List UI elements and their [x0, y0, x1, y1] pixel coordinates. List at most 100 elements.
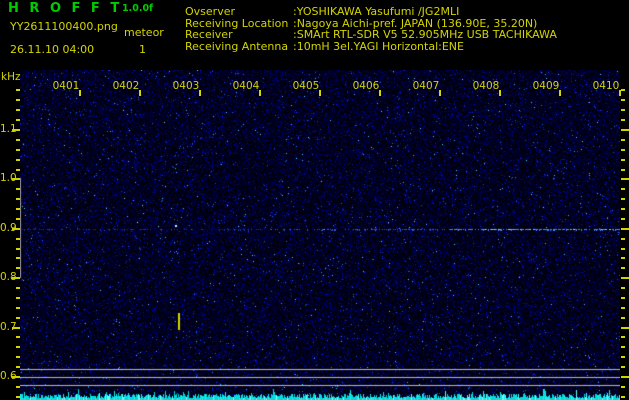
freq-tick-minor — [16, 287, 20, 289]
freq-tick-major — [12, 129, 20, 131]
freq-tick-minor — [16, 356, 20, 358]
freq-tick-label: 1.1 — [0, 123, 17, 135]
freq-tick-minor — [621, 346, 625, 348]
info-row-receiver: Receiver :SMArt RTL-SDR V5 52.905MHz USB … — [185, 29, 557, 41]
freq-tick-minor — [16, 267, 20, 269]
freq-tick-minor — [621, 307, 625, 309]
spectrogram-canvas — [20, 70, 620, 400]
freq-tick-minor — [621, 267, 625, 269]
time-label: 0407 — [412, 80, 440, 92]
freq-tick-minor — [621, 366, 625, 368]
observation-datetime: 26.11.10 04:00 — [10, 43, 95, 56]
freq-tick-minor — [621, 396, 625, 398]
station-info: Ovserver :YOSHIKAWA Yasufumi /JG2MLI Rece… — [185, 6, 557, 52]
freq-tick-minor — [621, 89, 625, 91]
freq-tick-minor — [621, 238, 625, 240]
freq-tick-minor — [621, 257, 625, 259]
time-tick — [139, 90, 141, 96]
freq-tick-minor — [16, 238, 20, 240]
time-label: 0410 — [592, 80, 620, 92]
freq-tick-major — [12, 178, 20, 180]
time-tick — [499, 90, 501, 96]
time-tick — [79, 90, 81, 96]
info-label: Receiving Location — [185, 16, 289, 30]
info-row-location: Receiving Location :Nagoya Aichi-pref. JA… — [185, 16, 557, 30]
time-label: 0409 — [532, 80, 560, 92]
time-label: 0408 — [472, 80, 500, 92]
info-label: Receiving Antenna — [185, 39, 289, 53]
info-value: :YOSHIKAWA Yasufumi /JG2MLI — [293, 5, 460, 18]
freq-tick-major — [621, 228, 629, 230]
mode-label: meteor — [124, 26, 164, 39]
freq-tick-minor — [16, 307, 20, 309]
freq-tick-minor — [621, 317, 625, 319]
time-label: 0406 — [352, 80, 380, 92]
freq-tick-major — [621, 277, 629, 279]
freq-tick-minor — [16, 248, 20, 250]
freq-tick-major — [12, 277, 20, 279]
freq-tick-minor — [16, 149, 20, 151]
freq-tick-minor — [621, 99, 625, 101]
freq-tick-minor — [621, 139, 625, 141]
time-tick — [439, 90, 441, 96]
freq-tick-minor — [621, 188, 625, 190]
freq-tick-minor — [16, 317, 20, 319]
freq-tick-minor — [16, 169, 20, 171]
freq-tick-minor — [621, 169, 625, 171]
freq-tick-minor — [621, 159, 625, 161]
freq-tick-minor — [621, 287, 625, 289]
time-tick — [619, 90, 621, 96]
info-row-observer: Ovserver :YOSHIKAWA Yasufumi /JG2MLI — [185, 6, 557, 18]
freq-tick-minor — [621, 119, 625, 121]
freq-tick-minor — [621, 386, 625, 388]
freq-tick-minor — [621, 109, 625, 111]
time-tick — [319, 90, 321, 96]
freq-tick-minor — [16, 109, 20, 111]
freq-tick-minor — [16, 257, 20, 259]
freq-tick-label: 0.7 — [0, 321, 17, 333]
freq-tick-major — [12, 376, 20, 378]
freq-tick-minor — [16, 396, 20, 398]
freq-tick-minor — [621, 149, 625, 151]
freq-tick-label: 0.6 — [0, 370, 17, 382]
freq-tick-major — [621, 178, 629, 180]
time-label: 0401 — [52, 80, 80, 92]
freq-tick-minor — [16, 208, 20, 210]
freq-tick-minor — [16, 346, 20, 348]
freq-tick-major — [12, 327, 20, 329]
info-label: Ovserver — [185, 5, 235, 18]
frequency-unit-label: kHz — [1, 71, 21, 83]
freq-tick-minor — [16, 159, 20, 161]
freq-tick-minor — [16, 119, 20, 121]
freq-tick-minor — [16, 386, 20, 388]
freq-tick-minor — [621, 248, 625, 250]
output-filename: YY2611100400.png — [10, 20, 118, 33]
info-row-antenna: Receiving Antenna :10mH 3el.YAGI Horizont… — [185, 39, 557, 53]
freq-tick-minor — [16, 99, 20, 101]
time-label: 0404 — [232, 80, 260, 92]
freq-tick-major — [621, 129, 629, 131]
freq-tick-label: 0.9 — [0, 222, 17, 234]
freq-tick-minor — [16, 297, 20, 299]
count-value: 1 — [139, 43, 146, 56]
app-title: H R O F F T — [8, 1, 123, 16]
time-label: 0402 — [112, 80, 140, 92]
freq-tick-minor — [16, 188, 20, 190]
freq-tick-minor — [621, 218, 625, 220]
app-version: 1.0.0f — [122, 3, 154, 14]
freq-tick-minor — [16, 89, 20, 91]
freq-tick-minor — [16, 218, 20, 220]
time-tick — [259, 90, 261, 96]
freq-tick-minor — [621, 336, 625, 338]
info-label: Receiver — [185, 28, 233, 41]
freq-tick-label: 0.8 — [0, 271, 17, 283]
freq-tick-minor — [621, 356, 625, 358]
freq-tick-major — [621, 327, 629, 329]
info-value: :10mH 3el.YAGI Horizontal:ENE — [293, 39, 464, 53]
freq-tick-major — [12, 228, 20, 230]
time-tick — [379, 90, 381, 96]
freq-tick-minor — [16, 336, 20, 338]
info-value: :Nagoya Aichi-pref. JAPAN (136.90E, 35.2… — [293, 16, 538, 30]
info-value: :SMArt RTL-SDR V5 52.905MHz USB TACHIKAW… — [293, 28, 557, 41]
